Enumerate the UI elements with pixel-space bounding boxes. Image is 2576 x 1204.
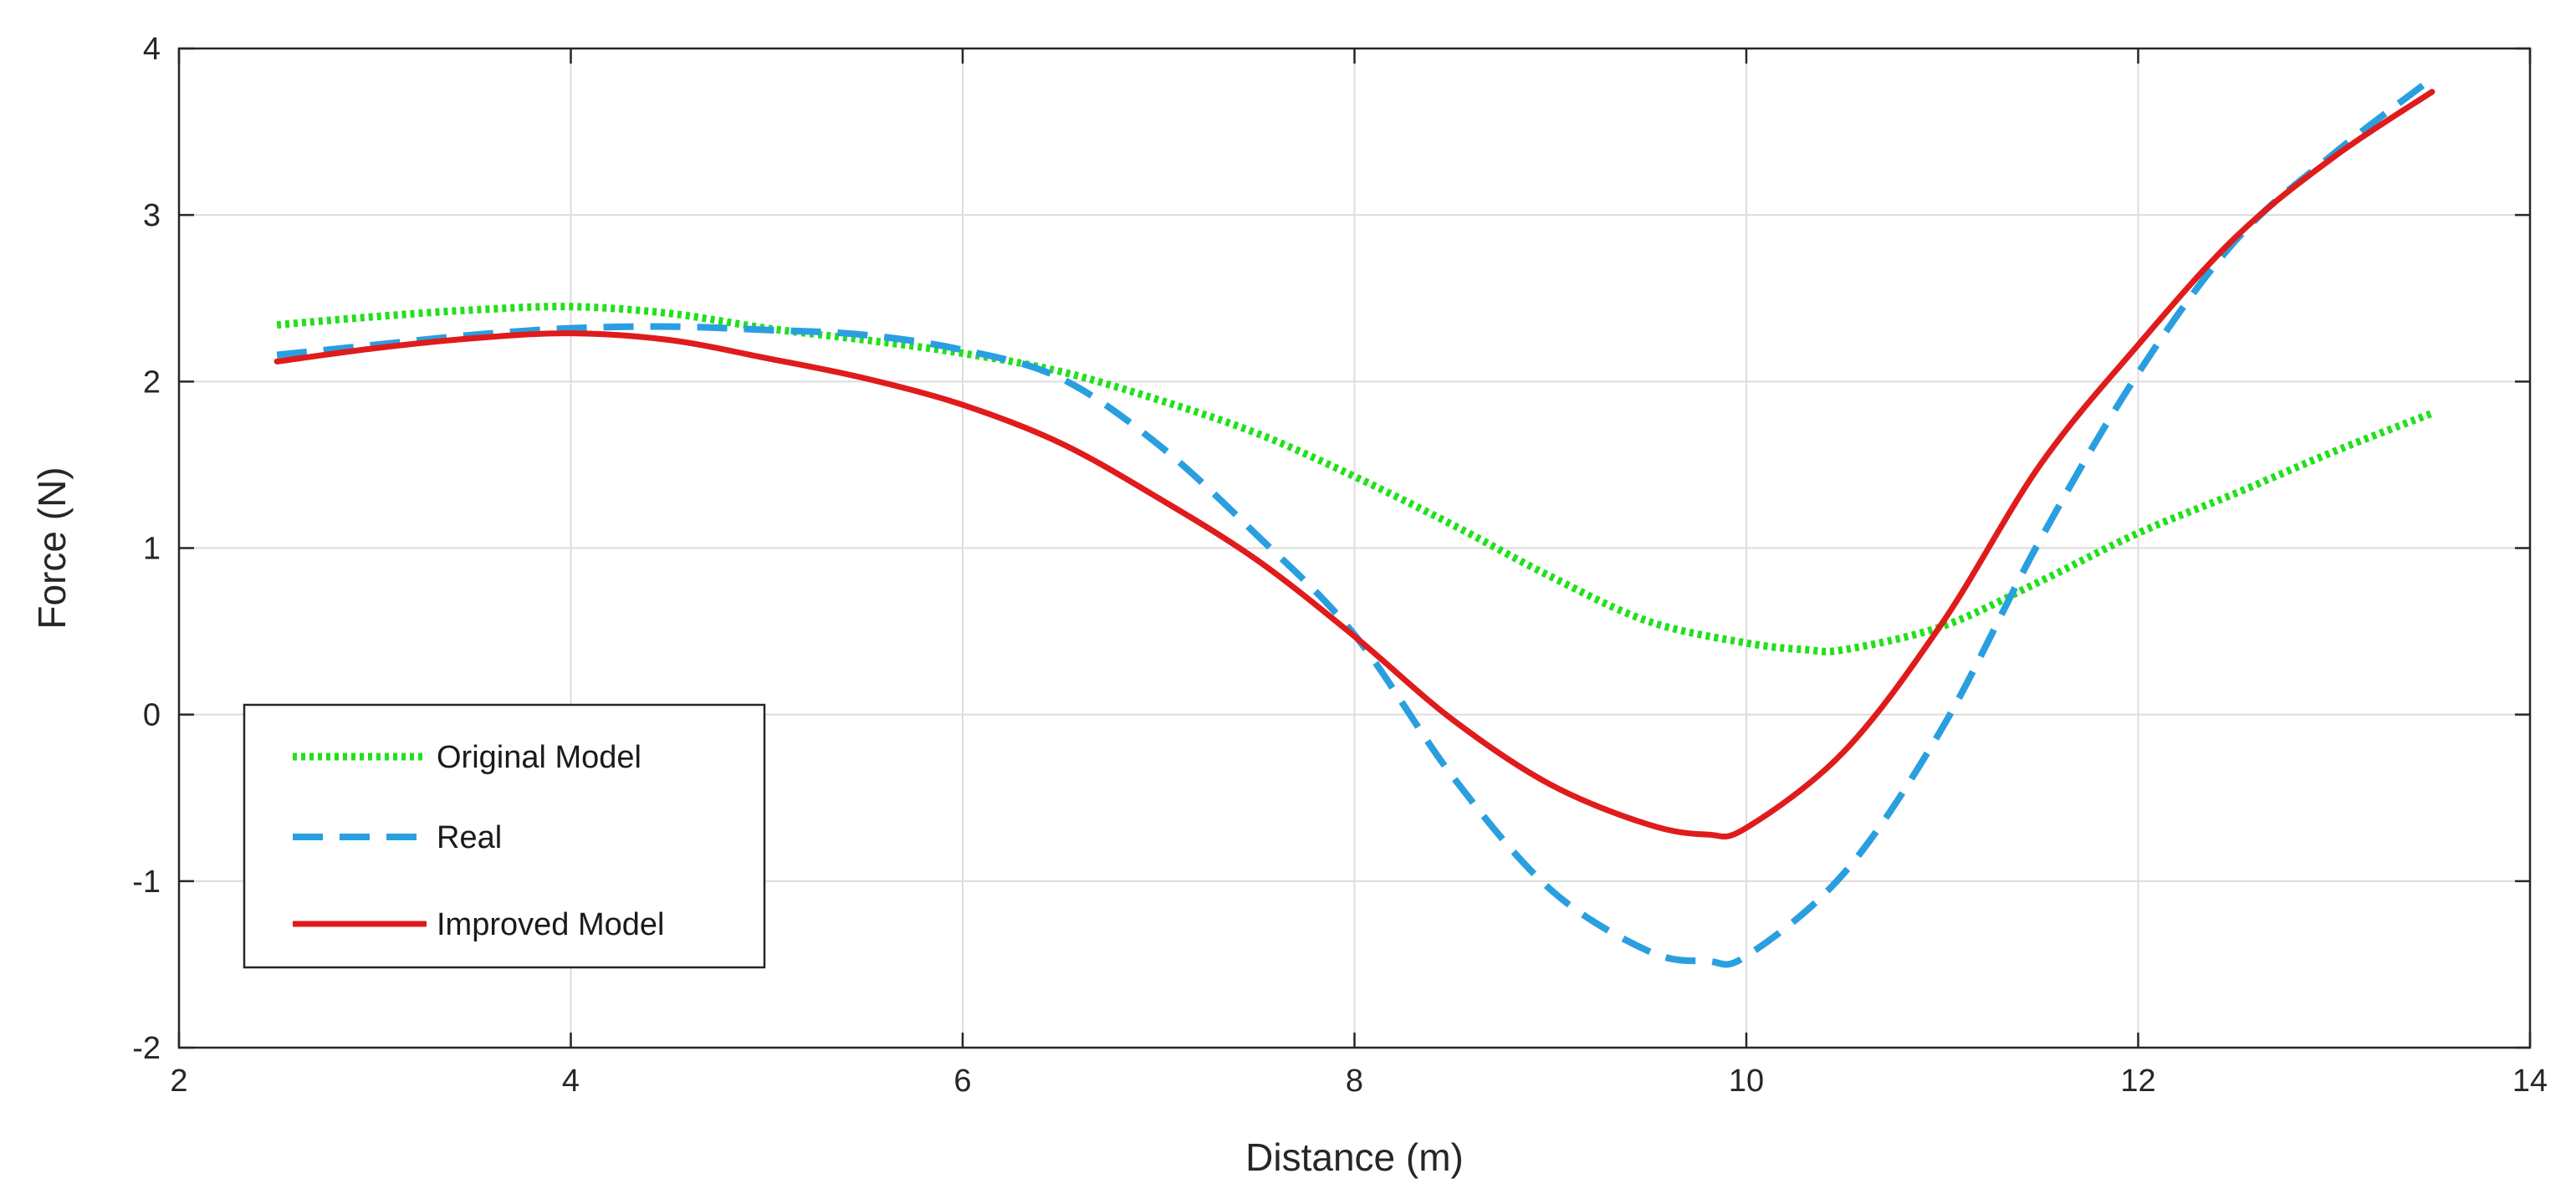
y-tick-label: -2 <box>132 1031 161 1066</box>
x-tick-label: 12 <box>2120 1064 2155 1099</box>
y-axis-title: Force (N) <box>30 467 74 629</box>
legend-label-real: Real <box>437 820 502 855</box>
plot-series <box>273 75 2435 968</box>
x-tick-label: 2 <box>170 1064 187 1099</box>
x-tick-label: 4 <box>562 1064 580 1099</box>
y-tick-label: 1 <box>143 532 161 567</box>
x-tick-label: 14 <box>2512 1064 2548 1099</box>
series-line-improved-model <box>273 89 2435 840</box>
y-tick-label: 0 <box>143 698 161 733</box>
x-tick-label: 6 <box>953 1064 971 1099</box>
x-axis-title: Distance (m) <box>1245 1135 1464 1179</box>
y-tick-label: -1 <box>132 865 161 900</box>
x-tick-label: 10 <box>1729 1064 1764 1099</box>
series-line-original-model <box>276 303 2434 656</box>
y-tick-label: 3 <box>143 198 161 233</box>
y-tick-label: 2 <box>143 365 161 400</box>
y-tick-label: 4 <box>143 32 161 67</box>
series-line-real <box>276 75 2435 968</box>
legend-label-improved-model: Improved Model <box>437 907 664 942</box>
x-tick-label: 8 <box>1346 1064 1363 1099</box>
legend: Original Model Real Improved Model <box>243 703 766 969</box>
legend-label-original-model: Original Model <box>437 740 641 775</box>
